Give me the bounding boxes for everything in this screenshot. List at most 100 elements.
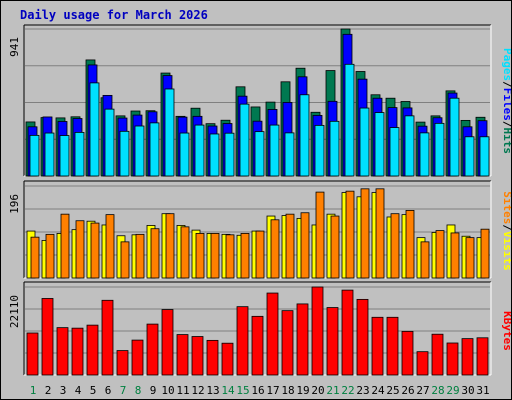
kbytes-bar <box>296 303 309 376</box>
pages-bar <box>359 107 370 177</box>
pages-bar <box>29 134 40 177</box>
x-tick-label: 23 <box>356 384 369 397</box>
kbytes-bar <box>371 316 384 376</box>
pages-bar <box>314 124 325 177</box>
x-tick-label: 31 <box>476 384 489 397</box>
pages-bar <box>104 108 115 177</box>
kbytes-bar <box>386 316 399 376</box>
sites-bar <box>255 230 265 279</box>
legend-files: Files <box>501 88 511 121</box>
kbytes-bar <box>281 310 294 376</box>
pages-bar <box>299 94 310 177</box>
sites-bar <box>150 228 160 279</box>
kbytes-bar <box>266 292 279 376</box>
x-tick-label: 3 <box>60 384 67 397</box>
sites-bar <box>75 220 85 279</box>
x-tick-label: 27 <box>416 384 429 397</box>
kbytes-bar <box>56 327 69 376</box>
y-scale-label: 941 <box>8 37 21 57</box>
x-tick-label: 21 <box>326 384 339 397</box>
pages-bar <box>119 130 130 177</box>
kbytes-bar <box>431 333 444 376</box>
pages-bar <box>239 103 250 177</box>
pages-bar <box>209 133 220 177</box>
kbytes-bar <box>26 332 39 376</box>
x-tick-label: 17 <box>266 384 279 397</box>
x-tick-label: 2 <box>45 384 52 397</box>
kbytes-bar <box>311 286 324 376</box>
x-tick-label: 25 <box>386 384 399 397</box>
x-tick-label: 5 <box>90 384 97 397</box>
legend-hits: Hits <box>501 128 511 155</box>
chart-panels: 941 Pages/Files/Hits 196 Sites/Visits 22110 K… <box>8 24 511 376</box>
chart-title: Daily usage for March 2026 <box>20 8 208 22</box>
sites-bar <box>210 233 220 279</box>
x-tick-label: 8 <box>135 384 142 397</box>
panel-hits-files-pages: 941 Pages/Files/Hits <box>8 24 511 177</box>
kbytes-bar <box>401 330 414 376</box>
sites-bar <box>435 230 445 279</box>
sites-bar <box>420 241 430 279</box>
pages-bar <box>224 132 235 177</box>
kbytes-bar <box>446 342 459 376</box>
x-tick-label: 22 <box>341 384 354 397</box>
pages-bar <box>284 132 295 177</box>
x-tick-label: 11 <box>176 384 189 397</box>
sites-bar <box>240 233 250 279</box>
legend-pages: Pages <box>501 48 511 81</box>
x-tick-label: 4 <box>75 384 82 397</box>
kbytes-bar <box>221 342 234 376</box>
pages-bar <box>329 120 340 177</box>
pages-bar <box>59 135 70 177</box>
kbytes-bar <box>191 336 204 376</box>
pages-bar <box>389 127 400 177</box>
sites-bar <box>105 214 115 279</box>
kbytes-bar <box>131 339 144 376</box>
sites-bar <box>345 190 355 279</box>
y-scale-label: 196 <box>8 194 21 214</box>
x-tick-label: 26 <box>401 384 414 397</box>
x-tick-label: 10 <box>161 384 174 397</box>
sites-bar <box>165 213 175 279</box>
kbytes-bar <box>146 323 159 376</box>
x-tick-label: 20 <box>311 384 324 397</box>
x-tick-label: 16 <box>251 384 264 397</box>
x-tick-label: 7 <box>120 384 127 397</box>
kbytes-bar <box>71 327 84 376</box>
y-scale-label: 22110 <box>8 295 21 328</box>
pages-bar <box>479 136 490 177</box>
kbytes-bar <box>101 299 114 376</box>
pages-bar <box>404 115 415 177</box>
sites-bar <box>480 228 490 279</box>
x-tick-label: 6 <box>105 384 112 397</box>
sites-bar <box>225 234 235 279</box>
x-tick-label: 14 <box>221 384 235 397</box>
sites-bar <box>450 232 460 279</box>
panel-visits-sites: 196 Sites/Visits <box>8 180 511 279</box>
x-tick-label: 9 <box>150 384 157 397</box>
x-tick-label: 13 <box>206 384 219 397</box>
pages-bar <box>179 132 190 177</box>
pages-bar <box>434 122 445 177</box>
x-tick-label: 15 <box>236 384 249 397</box>
sites-bar <box>390 213 400 279</box>
kbytes-bar <box>161 309 174 376</box>
sites-bar <box>300 212 310 279</box>
kbytes-bar <box>461 338 474 376</box>
pages-bar <box>164 88 175 177</box>
pages-bar <box>254 131 265 177</box>
kbytes-bar <box>476 337 489 376</box>
pages-bar <box>74 132 85 177</box>
x-tick-label: 19 <box>296 384 309 397</box>
kbytes-bar <box>86 324 99 376</box>
pages-bar <box>419 132 430 177</box>
sites-bar <box>180 226 190 279</box>
kbytes-bar <box>116 350 129 376</box>
sites-bar <box>375 188 385 279</box>
sites-bar <box>315 191 325 279</box>
kbytes-bar <box>206 339 219 376</box>
legend-kbytes: KBytes <box>501 311 511 351</box>
x-tick-label: 28 <box>431 384 444 397</box>
